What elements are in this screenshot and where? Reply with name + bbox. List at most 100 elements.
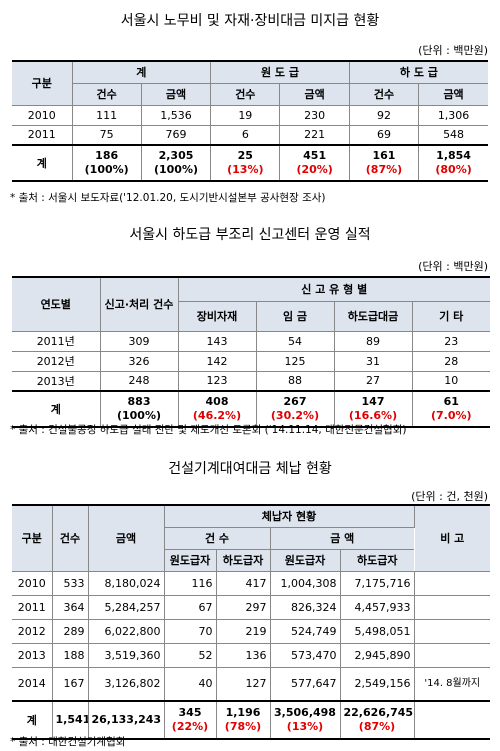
cell: 8,180,024 xyxy=(88,570,165,596)
value: 345 xyxy=(178,706,202,719)
value: 61 xyxy=(443,395,459,408)
cell: 61 (7.0%) xyxy=(412,390,490,428)
cell: 573,470 xyxy=(270,642,341,668)
cell: 1,004,308 xyxy=(270,570,341,596)
cell: 136 xyxy=(216,642,271,668)
cell: 2012 xyxy=(12,618,53,644)
cell: 28 xyxy=(412,350,490,372)
cell: 27 xyxy=(334,370,413,392)
cell: 6,022,800 xyxy=(88,618,165,644)
header: 건수 xyxy=(210,82,281,106)
cell: 2011 xyxy=(12,594,53,620)
row: 2011 364 5,284,257 67 297 826,324 4,457,933 xyxy=(12,594,490,620)
cell: 111 xyxy=(72,104,142,126)
cell: 23 xyxy=(412,330,490,352)
header: 건수 xyxy=(349,82,420,106)
cell: 125 xyxy=(256,350,335,372)
cell xyxy=(414,570,490,596)
cell: 364 xyxy=(52,594,89,620)
row: 2012 289 6,022,800 70 219 524,749 5,498,051 xyxy=(12,618,490,644)
value: 1,854 xyxy=(436,149,471,162)
header: 기 타 xyxy=(412,300,490,332)
cell: 92 xyxy=(349,104,420,126)
header: 신 고 유 형 별 xyxy=(178,276,490,302)
percent: (87%) xyxy=(365,163,403,176)
percent: (87%) xyxy=(358,720,396,733)
cell: 769 xyxy=(141,124,212,146)
header: 하 도 급 xyxy=(349,60,488,84)
header: 하도급대금 xyxy=(334,300,413,332)
cell: 2011 xyxy=(12,124,73,146)
row: 2013년 248 123 88 27 10 xyxy=(12,370,490,392)
percent: (100%) xyxy=(116,409,162,422)
cell: 2011년 xyxy=(12,330,101,352)
cell: 230 xyxy=(279,104,350,126)
cell: 22,626,745 (87%) xyxy=(340,700,415,740)
unit: (단위 : 백만원) xyxy=(418,44,488,57)
header: 임 금 xyxy=(256,300,335,332)
cell xyxy=(414,618,490,644)
cell: 40 xyxy=(164,666,217,702)
header: 비 고 xyxy=(414,504,490,572)
percent: (100%) xyxy=(84,163,129,176)
cell: 533 xyxy=(52,570,89,596)
cell: 31 xyxy=(334,350,413,372)
unit: (단위 : 백만원) xyxy=(418,260,488,273)
cell: 2012년 xyxy=(12,350,101,372)
value: 267 xyxy=(283,395,307,408)
header: 신고·처리 건수 xyxy=(100,276,179,332)
value: 1,541 xyxy=(55,713,88,726)
total-row: 계 883 (100%) 408 (46.2%) 267 (30.2%) 147 (16.6%)… xyxy=(12,390,490,428)
value: 408 xyxy=(205,395,229,408)
cell: 5,284,257 xyxy=(88,594,165,620)
cell: 219 xyxy=(216,618,271,644)
cell: 2,549,156 xyxy=(340,666,415,702)
cell: 267 (30.2%) xyxy=(256,390,335,428)
cell: 2013년 xyxy=(12,370,101,392)
cell: 계 xyxy=(12,390,101,428)
cell: 289 xyxy=(52,618,89,644)
cell: 147 (16.6%) xyxy=(334,390,413,428)
cell: 1,196 (78%) xyxy=(216,700,271,740)
cell: 2014 xyxy=(12,666,53,702)
cell: 5,498,051 xyxy=(340,618,415,644)
title: 서울시 노무비 및 자재·장비대금 미지급 현황 xyxy=(120,13,380,29)
value: 451 xyxy=(303,149,327,162)
cell: 143 xyxy=(178,330,257,352)
percent: (20%) xyxy=(296,163,333,176)
percent: (7.0%) xyxy=(430,409,472,422)
cell: 3,519,360 xyxy=(88,642,165,668)
cell: 3,126,802 xyxy=(88,666,165,702)
cell: 883 (100%) xyxy=(100,390,179,428)
cell xyxy=(414,642,490,668)
header: 장비자재 xyxy=(178,300,257,332)
percent: (13%) xyxy=(286,720,324,733)
cell: 524,749 xyxy=(270,618,341,644)
cell: 826,324 xyxy=(270,594,341,620)
header: 하도급자 xyxy=(216,548,271,572)
cell: 67 xyxy=(164,594,217,620)
cell: 69 xyxy=(349,124,420,146)
percent: (100%) xyxy=(153,163,199,176)
cell: 116 xyxy=(164,570,217,596)
percent: (22%) xyxy=(171,720,209,733)
cell: 577,647 xyxy=(270,666,341,702)
value: 26,133,243 xyxy=(91,713,162,726)
cell: 309 xyxy=(100,330,179,352)
header: 연도별 xyxy=(12,276,101,332)
cell: 10 xyxy=(412,370,490,392)
table: 연도별 신고·처리 건수 신 고 유 형 별 장비자재 임 금 하도급대금 기 타 201… xyxy=(12,276,490,428)
cell: 52 xyxy=(164,642,217,668)
cell: 161 (87%) xyxy=(349,144,420,182)
cell: 89 xyxy=(334,330,413,352)
cell xyxy=(414,594,490,620)
cell: 26,133,243 xyxy=(88,700,165,740)
percent: (46.2%) xyxy=(192,409,242,422)
value: 1,196 xyxy=(225,706,261,719)
cell: 1,854 (80%) xyxy=(418,144,488,182)
row: 2011 75 769 6 221 69 548 xyxy=(12,124,488,146)
header: 구분 xyxy=(12,60,73,106)
header: 체납자 현황 xyxy=(164,504,415,528)
cell: 188 xyxy=(52,642,89,668)
